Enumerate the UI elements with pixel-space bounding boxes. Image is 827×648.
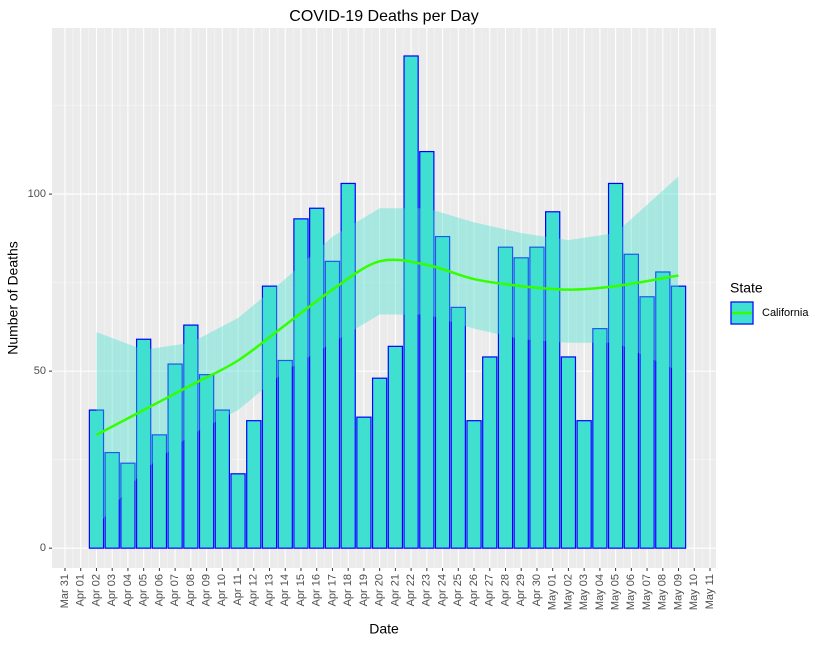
x-tick-label: May 01 [547,574,559,610]
x-tick-label: May 06 [625,574,637,610]
bar [324,260,341,549]
x-tick-label: Apr 28 [499,574,511,606]
x-tick-label: Apr 30 [531,574,543,606]
bar [670,285,687,549]
x-tick-label: Apr 18 [342,574,354,606]
bar [592,328,608,549]
bar [450,306,466,549]
bar [198,374,215,549]
x-tick-label: Mar 31 [59,574,71,608]
marks [88,55,687,549]
bar [639,296,655,549]
x-tick-label: May 02 [562,574,574,610]
bar [88,409,105,549]
bar [309,207,325,549]
x-tick-label: May 05 [610,574,622,610]
bar [183,324,199,549]
x-tick-label: May 03 [578,574,590,610]
bar [607,182,624,549]
bar [545,211,561,549]
bar [135,338,152,549]
x-tick-label: Apr 11 [232,574,244,606]
y-axis-title: Number of Deaths [5,241,21,355]
bar [419,150,435,549]
x-tick-label: Apr 19 [358,574,370,606]
bar [560,356,577,549]
x-tick-label: Apr 16 [311,574,323,606]
x-tick-label: Apr 25 [452,574,464,606]
x-tick-label: May 11 [704,574,716,609]
bar [104,451,120,549]
x-axis-title: Date [369,621,399,637]
confidence-band [96,176,679,527]
x-tick-label: Apr 26 [468,574,480,606]
x-tick-label: May 08 [657,574,669,610]
x-tick-label: Apr 22 [405,574,417,606]
x-tick-label: Apr 23 [421,574,433,606]
y-tick-label: 50 [34,365,46,377]
x-tick-label: Apr 03 [106,574,118,606]
bar [293,218,309,549]
x-tick-label: Apr 05 [138,574,150,606]
x-tick-label: Apr 21 [389,574,401,606]
x-tick-label: May 10 [688,574,700,610]
bar [151,434,168,549]
bar [403,55,419,549]
x-tick-label: Apr 17 [326,574,338,606]
x-tick-label: Apr 24 [436,574,448,606]
x-tick-label: Apr 10 [216,574,228,606]
bar [356,416,372,549]
bar [655,271,671,549]
bar [214,409,230,549]
x-tick-label: May 04 [594,574,606,610]
bar [120,462,136,549]
x-tick-label: Apr 06 [153,574,165,606]
x-tick-label: Apr 08 [185,574,197,606]
x-tick-label: Apr 27 [484,574,496,606]
bar [513,257,529,549]
x-tick-label: Apr 13 [263,574,275,606]
x-tick-label: Apr 04 [122,574,134,606]
x-tick-label: Apr 14 [279,574,291,606]
bar [497,246,514,549]
legend-title: State [730,280,763,296]
x-tick-label: Apr 15 [295,574,307,606]
bar [167,363,183,549]
x-tick-label: Apr 01 [75,574,87,606]
bar [277,359,293,549]
y-tick-label: 100 [28,188,46,200]
bar [246,420,262,549]
bar [466,420,482,549]
bar [623,253,640,549]
x-tick-label: Apr 09 [200,574,212,606]
legend-label: California [762,307,809,319]
bar [529,246,545,549]
bar [434,235,451,549]
bar [261,285,278,549]
x-tick-label: Apr 02 [90,574,102,606]
x-tick-label: Apr 07 [169,574,181,606]
bar [230,473,246,549]
smooth-line [95,258,679,436]
x-tick-label: May 07 [641,574,653,610]
bar [482,356,498,549]
x-tick-label: May 09 [672,574,684,610]
y-tick-label: 0 [40,542,46,554]
bar [576,420,592,549]
x-tick-label: Apr 12 [248,574,260,606]
bar [371,377,388,549]
chart-title: COVID-19 Deaths per Day [289,8,478,25]
x-tick-label: Apr 29 [515,574,527,606]
bar [387,345,404,549]
x-tick-label: Apr 20 [374,574,386,606]
